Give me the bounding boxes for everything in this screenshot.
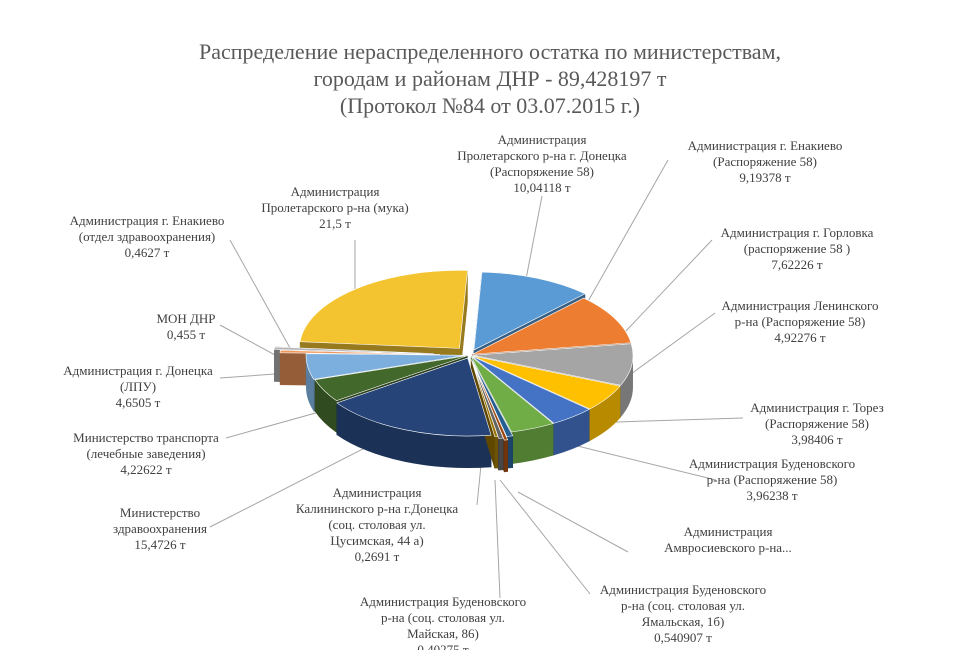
pie-slice — [472, 297, 632, 355]
slice-label: Министерство здравоохранения 15,4726 т — [113, 505, 207, 552]
slice-label: МОН ДНР 0,455 т — [156, 311, 215, 342]
leader-line — [499, 479, 591, 595]
leader-line — [476, 464, 482, 506]
pie-slice — [471, 356, 590, 424]
slice-side — [494, 436, 498, 469]
pie-slice — [472, 363, 509, 441]
pie-slice — [473, 271, 586, 351]
slice-label: Администрация г. Горловка (распоряжение 5… — [721, 225, 874, 272]
leader-line — [229, 239, 291, 349]
slice-side — [336, 402, 492, 469]
slice-label: Администрация Пролетарского р-на г. Донец… — [457, 132, 627, 195]
slice-side — [506, 435, 513, 469]
slice-label: Министерство транспорта (лечебные заведен… — [73, 430, 219, 477]
slice-label: Администрация Буденовского р-на (соц. сто… — [600, 582, 766, 645]
slice-side — [553, 409, 590, 456]
slice-label: Администрация г. Енакиево (Распоряжение 5… — [688, 138, 843, 185]
leader-line — [219, 324, 276, 356]
pie-slice — [305, 353, 467, 380]
leader-line — [552, 439, 717, 481]
slice-side — [306, 355, 314, 412]
slice-side — [589, 386, 621, 441]
leader-line — [494, 479, 501, 599]
pie-slice — [336, 357, 492, 437]
slice-label: Администрация г. Енакиево (отдел здравоох… — [70, 213, 225, 260]
pie-slice — [299, 270, 468, 349]
slice-label: Администрация Буденовского р-на (Распоряж… — [689, 456, 855, 503]
slice-label: Администрация г. Торез (Распоряжение 58) 3… — [750, 400, 884, 447]
pie-slice — [472, 360, 514, 437]
pie-slice — [314, 355, 468, 401]
slice-side — [315, 379, 337, 433]
pie-slice — [472, 343, 634, 386]
slice-side — [498, 438, 504, 471]
pie-slice — [279, 349, 441, 355]
leader-line — [517, 491, 629, 553]
chart-title: Распределение нераспределенного остатка … — [198, 39, 781, 118]
pie-slice — [470, 359, 499, 437]
slice-label: Администрация Калининского р-на г.Донецка… — [296, 485, 458, 564]
pie-slice — [470, 356, 554, 433]
slice-side — [504, 439, 508, 473]
pie-slice — [273, 346, 435, 354]
pie-slice — [471, 361, 504, 439]
slice-label: Администрация г. Донецка (ЛПУ) 4,6505 т — [63, 363, 213, 410]
leader-line — [581, 159, 669, 313]
slice-label: Администрация Ленинского р-на (Распоряжен… — [722, 298, 879, 345]
pie-slice — [472, 355, 621, 410]
slice-side — [511, 423, 554, 464]
slice-label: Администрация Амвросиевского р-на... — [664, 524, 792, 555]
slice-label: Администрация Буденовского р-на (соц. сто… — [360, 594, 526, 650]
slice-label: Администрация Пролетарского р-на (мука) 21… — [261, 184, 408, 231]
